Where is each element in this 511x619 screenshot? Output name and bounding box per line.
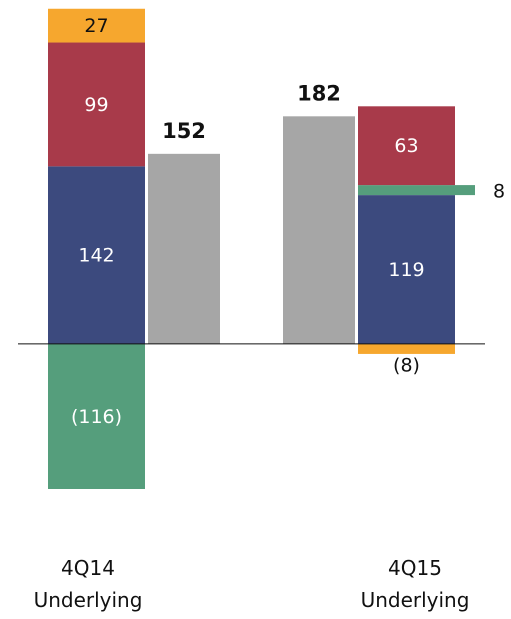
x-tick-label: 4Q14 Underlying [33, 556, 143, 612]
data-label: 142 [78, 245, 114, 267]
data-label: (8) [393, 354, 420, 376]
total-bar [148, 153, 220, 344]
leader [455, 185, 475, 196]
data-label: 99 [84, 94, 108, 116]
bar-segment [48, 8, 145, 43]
bar-segment [358, 195, 455, 344]
bar-segment [358, 343, 455, 354]
total-label: 182 [297, 81, 341, 105]
data-label: (116) [71, 406, 122, 428]
data-label: 8 [493, 181, 505, 203]
total-label: 152 [162, 119, 206, 143]
data-label: 119 [388, 259, 424, 281]
data-label: 63 [394, 135, 418, 157]
bar-segment [358, 106, 455, 186]
total-bar [283, 116, 355, 344]
x-tick-label: 4Q15 Underlying [360, 556, 470, 612]
data-label: 27 [84, 15, 108, 37]
bar-segment [48, 166, 145, 344]
bar-segment [48, 42, 145, 167]
bar-segment [48, 343, 145, 489]
bar-segment [358, 185, 455, 196]
